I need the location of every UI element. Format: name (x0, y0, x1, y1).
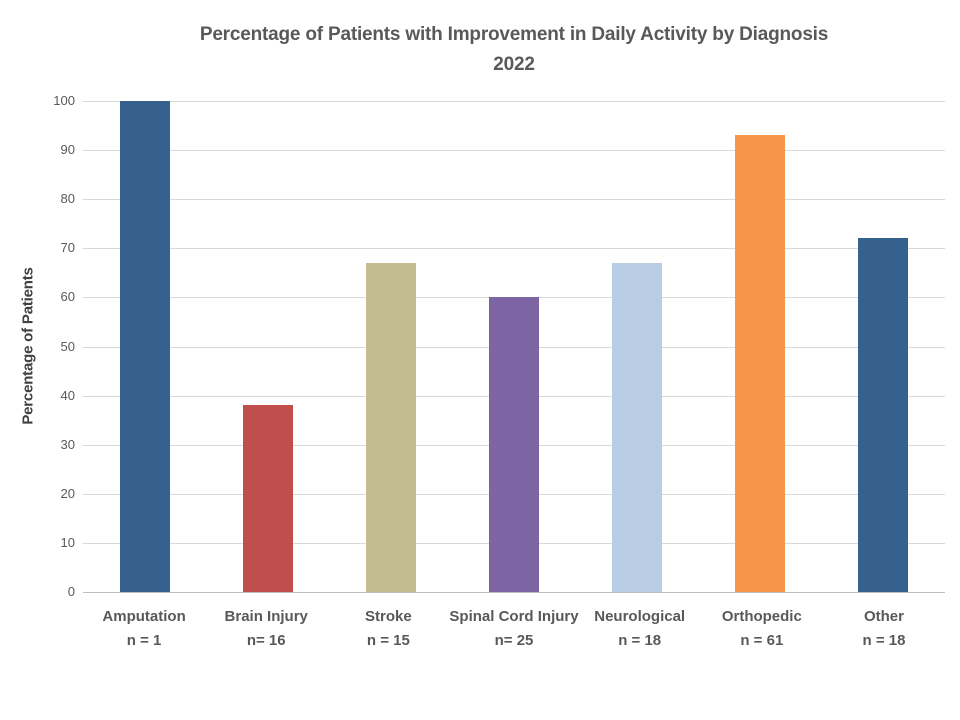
category-sublabel: n= 16 (246, 632, 286, 649)
bar-slot-orthopedic (699, 101, 822, 592)
bar-slot-spinal-cord-injury (452, 101, 575, 592)
category-sublabel: n = 61 (740, 632, 784, 649)
bar-brain-injury (242, 405, 293, 592)
category-name: Brain Injury (224, 608, 308, 625)
x-label-stroke: Stroke n = 15 (327, 605, 449, 653)
y-tick-label-80: 80 (60, 191, 75, 207)
gridline-70 (83, 248, 945, 250)
bar-spinal-cord-injury (488, 297, 539, 592)
bar-slot-amputation (83, 101, 206, 592)
bar-neurological (612, 263, 663, 592)
category-name: Spinal Cord Injury (449, 608, 579, 625)
chart-title-block: Percentage of Patients with Improvement … (83, 20, 945, 80)
x-axis-line (83, 592, 945, 593)
bar-slot-other (822, 101, 945, 592)
x-label-orthopedic: Orthopedic n = 61 (701, 605, 823, 653)
category-sublabel: n = 1 (126, 632, 162, 649)
y-tick-label-0: 0 (67, 584, 75, 599)
bar-orthopedic (735, 135, 786, 592)
bar-stroke (365, 263, 416, 592)
bar-slot-brain-injury (206, 101, 329, 592)
y-tick-label-30: 30 (60, 436, 75, 452)
category-name: Orthopedic (721, 608, 802, 625)
x-axis-category-labels: Amputation n = 1 Brain Injury n= 16 Stroke n … (83, 605, 945, 653)
x-label-other: Other n = 18 (823, 605, 945, 653)
bar-slot-stroke (329, 101, 452, 592)
chart-subtitle: 2022 (493, 54, 535, 75)
y-tick-label-10: 10 (60, 534, 75, 550)
category-name: Other (863, 608, 904, 625)
y-tick-label-90: 90 (60, 142, 75, 158)
gridline-100 (83, 101, 945, 102)
chart-title: Percentage of Patients with Improvement … (199, 24, 829, 45)
category-name: Amputation (102, 608, 186, 625)
category-name: Stroke (365, 608, 412, 625)
gridline-80 (83, 199, 945, 201)
y-tick-label-50: 50 (60, 338, 75, 354)
x-label-brain-injury: Brain Injury n= 16 (205, 605, 327, 653)
y-tick-label-70: 70 (60, 240, 75, 256)
y-tick-label-20: 20 (60, 485, 75, 501)
x-label-neurological: Neurological n = 18 (579, 605, 701, 653)
category-name: Neurological (594, 608, 686, 625)
x-label-amputation: Amputation n = 1 (83, 605, 205, 653)
category-sublabel: n = 18 (618, 632, 662, 649)
category-sublabel: n= 25 (494, 632, 534, 649)
gridline-90 (83, 150, 945, 152)
y-axis-title: Percentage of Patients (19, 267, 37, 425)
y-tick-label-100: 100 (53, 93, 75, 108)
y-axis-tick-labels: 0 10 20 30 40 50 60 70 80 90 100 (35, 93, 75, 599)
bar-slot-neurological (576, 101, 699, 592)
bar-other (858, 238, 909, 592)
y-tick-label-40: 40 (60, 387, 75, 403)
y-tick-label-60: 60 (60, 289, 75, 305)
x-label-spinal-cord-injury: Spinal Cord Injury n= 25 (449, 605, 578, 653)
category-sublabel: n = 18 (862, 632, 906, 649)
bar-amputation (119, 101, 170, 592)
plot-area (83, 101, 945, 593)
bars-container (83, 101, 945, 592)
category-sublabel: n = 15 (366, 632, 410, 649)
